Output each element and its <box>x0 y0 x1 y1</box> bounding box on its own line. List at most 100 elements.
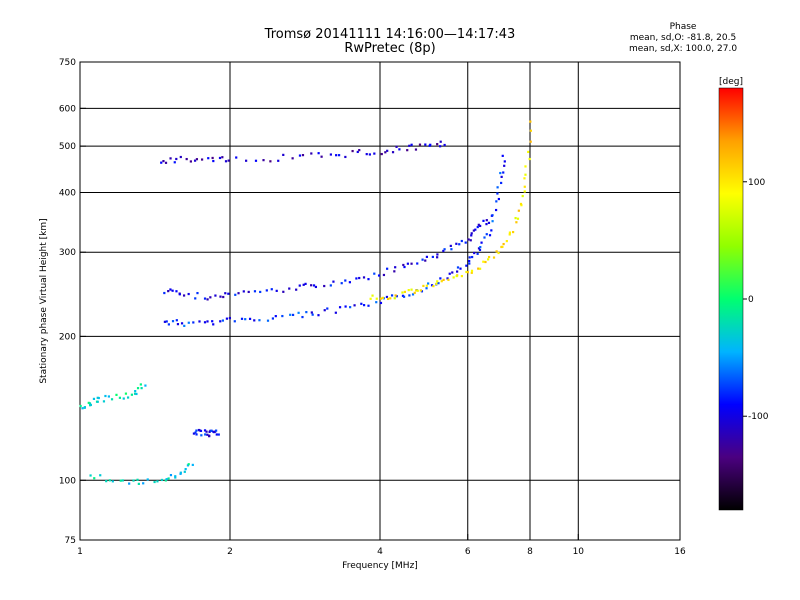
data-point <box>254 159 258 162</box>
data-point <box>410 143 413 146</box>
data-point <box>269 160 272 163</box>
data-point <box>468 256 471 259</box>
data-point <box>140 387 143 390</box>
data-point <box>348 281 351 284</box>
data-point <box>443 143 446 147</box>
data-point <box>456 266 460 269</box>
data-point <box>244 318 247 321</box>
data-point <box>130 393 134 396</box>
data-point <box>185 157 188 161</box>
data-point <box>310 152 313 155</box>
data-point <box>183 470 186 473</box>
data-point <box>110 398 114 401</box>
data-point <box>516 217 520 220</box>
data-point <box>367 304 370 307</box>
data-point <box>436 280 439 283</box>
data-point <box>174 476 177 479</box>
data-point <box>371 294 374 297</box>
data-point <box>215 429 218 432</box>
data-point <box>191 463 194 467</box>
data-point <box>169 288 172 291</box>
data-point <box>394 266 397 269</box>
data-point <box>198 429 201 432</box>
chart-subtitle: RwPretec (8p) <box>344 41 436 56</box>
data-point <box>195 429 198 432</box>
data-point <box>275 289 278 292</box>
data-point <box>497 197 500 201</box>
data-point <box>418 143 422 146</box>
data-point <box>221 156 224 159</box>
data-point <box>266 319 270 322</box>
data-point <box>389 297 392 300</box>
data-point <box>302 283 305 286</box>
data-point <box>206 433 209 436</box>
data-point <box>449 244 452 247</box>
data-point <box>474 228 477 231</box>
data-point <box>379 297 383 300</box>
data-point <box>497 251 500 255</box>
data-point <box>424 259 427 262</box>
data-point <box>194 297 197 300</box>
data-point <box>410 288 413 291</box>
data-point <box>365 153 368 156</box>
data-point <box>219 320 222 323</box>
data-point <box>137 482 140 485</box>
data-point <box>356 150 359 154</box>
data-point <box>271 317 275 320</box>
data-point <box>204 433 207 436</box>
data-point <box>487 258 490 261</box>
data-point <box>492 256 496 259</box>
data-point <box>358 149 361 152</box>
data-point <box>334 311 337 314</box>
x-tick-label: 4 <box>377 547 383 557</box>
data-point <box>443 248 446 251</box>
data-point <box>379 301 383 305</box>
data-point <box>326 307 329 310</box>
data-point <box>179 471 182 474</box>
data-point <box>192 321 195 324</box>
data-point <box>487 255 491 259</box>
data-point <box>163 320 167 323</box>
data-point <box>437 282 440 285</box>
data-point <box>206 298 209 301</box>
data-point <box>425 255 429 258</box>
data-point <box>304 282 307 285</box>
data-point <box>234 293 237 296</box>
x-tick-label: 1 <box>77 547 83 557</box>
data-point <box>102 400 106 403</box>
data-point <box>180 322 184 325</box>
data-point <box>471 255 474 259</box>
data-point <box>169 473 173 477</box>
data-point <box>439 277 442 280</box>
data-point <box>176 323 180 326</box>
data-point <box>189 160 192 163</box>
data-point <box>381 296 384 299</box>
data-point <box>163 291 166 295</box>
data-point <box>87 401 90 404</box>
data-point <box>479 245 482 249</box>
data-point <box>416 262 419 265</box>
data-point <box>385 295 389 299</box>
phase-colorbar <box>718 87 744 511</box>
data-point <box>320 155 323 158</box>
data-point <box>259 290 262 294</box>
data-point <box>215 433 218 436</box>
data-point <box>367 278 370 281</box>
data-point <box>323 284 326 288</box>
data-point <box>466 271 469 274</box>
data-point <box>270 288 273 291</box>
data-point <box>447 278 450 281</box>
data-point <box>496 192 499 195</box>
data-point <box>167 477 170 480</box>
data-point <box>402 263 405 267</box>
data-point <box>218 156 222 160</box>
data-point <box>529 120 532 123</box>
data-point <box>317 314 320 317</box>
data-point <box>301 154 305 157</box>
data-point <box>171 320 175 323</box>
data-point <box>173 161 176 164</box>
data-point <box>460 239 463 243</box>
data-point <box>355 277 358 280</box>
data-point <box>96 400 99 403</box>
data-point <box>465 270 468 274</box>
